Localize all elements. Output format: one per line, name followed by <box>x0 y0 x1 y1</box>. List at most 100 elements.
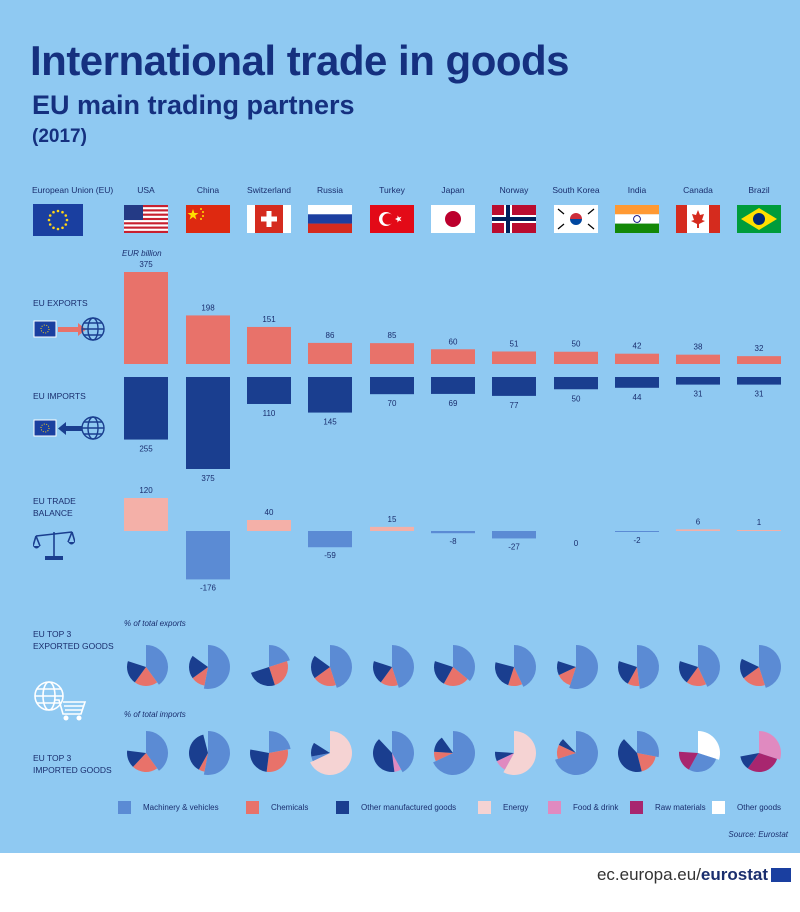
country-name-usa: USA <box>137 185 155 195</box>
import-bar <box>737 377 781 385</box>
import-bar <box>492 377 536 396</box>
flag-south-korea-icon <box>554 205 598 233</box>
arrow-right-icon <box>58 327 78 332</box>
eu-flag-icon <box>33 204 83 236</box>
import-value-label: 255 <box>139 445 153 454</box>
export-value-label: 151 <box>262 315 276 324</box>
export-value-label: 60 <box>449 337 458 346</box>
pie-slice <box>679 661 698 683</box>
balance-value-label: -176 <box>200 583 217 592</box>
pie-slice <box>555 731 598 775</box>
import-bar <box>308 377 352 413</box>
globe-icon <box>81 317 105 341</box>
pie-slice <box>373 739 395 772</box>
balance-bar <box>370 526 414 531</box>
legend-item: Other goods <box>712 800 781 814</box>
legend-label: Energy <box>503 802 529 812</box>
legend-swatch <box>478 800 491 814</box>
legend-swatch <box>548 800 561 814</box>
legend-swatch <box>246 800 259 814</box>
pie-slice <box>637 753 656 772</box>
unit-label: EUR billion <box>122 249 162 258</box>
country-name-switzerland: Switzerland <box>247 185 291 195</box>
legend-label: Chemicals <box>271 802 309 812</box>
pie-slice <box>127 750 146 767</box>
legend-swatch <box>630 800 643 814</box>
pie-slice <box>698 645 720 687</box>
export-value-label: 42 <box>633 342 642 351</box>
import-value-label: 145 <box>323 418 337 427</box>
exports-row-label: EU EXPORTS <box>33 298 88 308</box>
pie-slice <box>146 731 169 771</box>
import-value-label: 70 <box>388 399 397 408</box>
export-bar <box>247 326 291 364</box>
export-bar <box>308 342 352 364</box>
country-name-norway: Norway <box>499 185 529 195</box>
footer-link[interactable]: ec.europa.eu/eurostat <box>596 865 768 884</box>
export-bar <box>370 343 414 364</box>
flag-india-icon <box>615 205 659 233</box>
footer: ec.europa.eu/eurostat <box>0 853 800 912</box>
pie-slice <box>508 667 523 687</box>
flag-brazil-icon <box>737 205 781 233</box>
pie-slice <box>269 661 288 686</box>
flag-norway-icon <box>492 205 536 233</box>
pie-slice <box>557 744 576 759</box>
import-value-label: 375 <box>201 474 215 483</box>
legend-label: Machinery & vehicles <box>143 802 219 812</box>
export-value-label: 198 <box>201 303 215 312</box>
pie-slice <box>759 730 782 760</box>
pie-slice <box>679 751 698 770</box>
balance-bar <box>124 498 168 531</box>
country-name-canada: Canada <box>683 185 713 195</box>
imports-row-label: EU IMPORTS <box>33 391 86 401</box>
source-note: Source: Eurostat <box>728 830 788 839</box>
pct-imports-label: % of total imports <box>124 710 186 719</box>
import-value-label: 31 <box>694 390 703 399</box>
top-exports-row-label: EU TOP 3 EXPORTED GOODS <box>33 629 114 651</box>
pie-slice <box>266 749 288 772</box>
pie-slice <box>743 667 765 686</box>
export-value-label: 51 <box>510 339 519 348</box>
balance-value-label: -59 <box>324 551 336 560</box>
country-name-japan: Japan <box>441 185 465 195</box>
export-value-label: 86 <box>326 331 335 340</box>
pie-slice <box>188 734 208 770</box>
pie-slice <box>514 645 536 687</box>
balance-bar <box>431 531 475 534</box>
pie-slice <box>433 661 453 684</box>
arrow-left-icon <box>66 426 82 431</box>
legend-label: Other goods <box>737 802 782 812</box>
pie-slice <box>740 658 759 679</box>
pie-slice <box>627 667 640 686</box>
pie-slice <box>495 662 514 686</box>
country-name-brazil: Brazil <box>748 185 770 195</box>
export-bar <box>554 351 598 364</box>
legend-item: Food & drink <box>548 800 618 814</box>
legend-swatch <box>336 800 349 814</box>
pie-slice <box>637 645 660 689</box>
country-name-india: India <box>627 185 647 195</box>
pie-slice <box>132 753 158 773</box>
import-bar <box>370 377 414 395</box>
pie-slice <box>686 667 707 687</box>
import-bar <box>676 377 720 385</box>
import-value-label: 44 <box>633 393 642 402</box>
pie-slice <box>747 753 778 772</box>
legend-label: Food & drink <box>573 802 619 812</box>
export-bar <box>737 356 781 364</box>
balance-value-label: -8 <box>449 537 457 546</box>
export-value-label: 85 <box>388 331 397 340</box>
pie-slice <box>434 751 453 762</box>
legend-label: Raw materials <box>655 802 706 812</box>
export-bar <box>124 272 168 364</box>
import-value-label: 31 <box>755 390 764 399</box>
pie-slice <box>392 645 414 688</box>
shopping-cart-icon <box>34 681 87 721</box>
import-bar <box>554 377 598 390</box>
legend-item: Chemicals <box>246 800 308 814</box>
pct-exports-label: % of total exports <box>124 619 186 628</box>
pie-slice <box>558 739 576 753</box>
pie-slice <box>203 645 231 689</box>
export-value-label: 375 <box>139 260 153 269</box>
